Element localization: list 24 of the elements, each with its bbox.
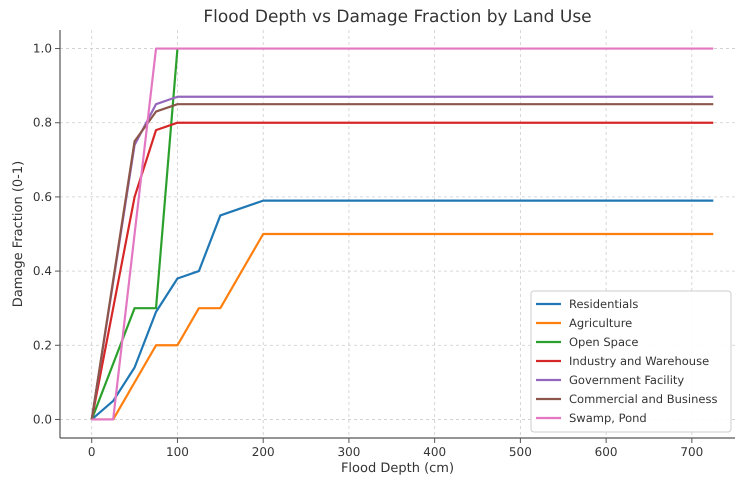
x-tick-label: 400 [423, 445, 446, 459]
chart-title: Flood Depth vs Damage Fraction by Land Use [203, 7, 592, 27]
x-tick-label: 700 [680, 445, 704, 459]
x-tick-label: 100 [166, 445, 189, 459]
y-tick-label: 1.0 [32, 42, 52, 56]
y-axis-title: Damage Fraction (0-1) [11, 160, 26, 308]
legend-label: Open Space [569, 335, 638, 349]
legend-label: Industry and Warehouse [569, 354, 710, 368]
y-tick-label: 0.0 [32, 412, 52, 426]
x-tick-label: 0 [88, 445, 96, 459]
y-tick-label: 0.2 [32, 338, 52, 352]
legend-label: Swamp, Pond [569, 411, 647, 425]
x-tick-label: 200 [252, 445, 275, 459]
legend-label: Residentials [569, 297, 638, 311]
x-tick-label: 300 [337, 445, 360, 459]
legend-label: Government Facility [569, 373, 684, 387]
legend-label: Agriculture [569, 316, 632, 330]
legend-label: Commercial and Business [569, 392, 718, 406]
x-axis-title: Flood Depth (cm) [340, 461, 454, 476]
x-tick-label: 500 [508, 445, 532, 459]
y-tick-label: 0.8 [32, 116, 52, 130]
x-tick-label: 600 [594, 445, 618, 459]
y-tick-label: 0.6 [32, 190, 52, 204]
y-tick-label: 0.4 [32, 264, 52, 278]
